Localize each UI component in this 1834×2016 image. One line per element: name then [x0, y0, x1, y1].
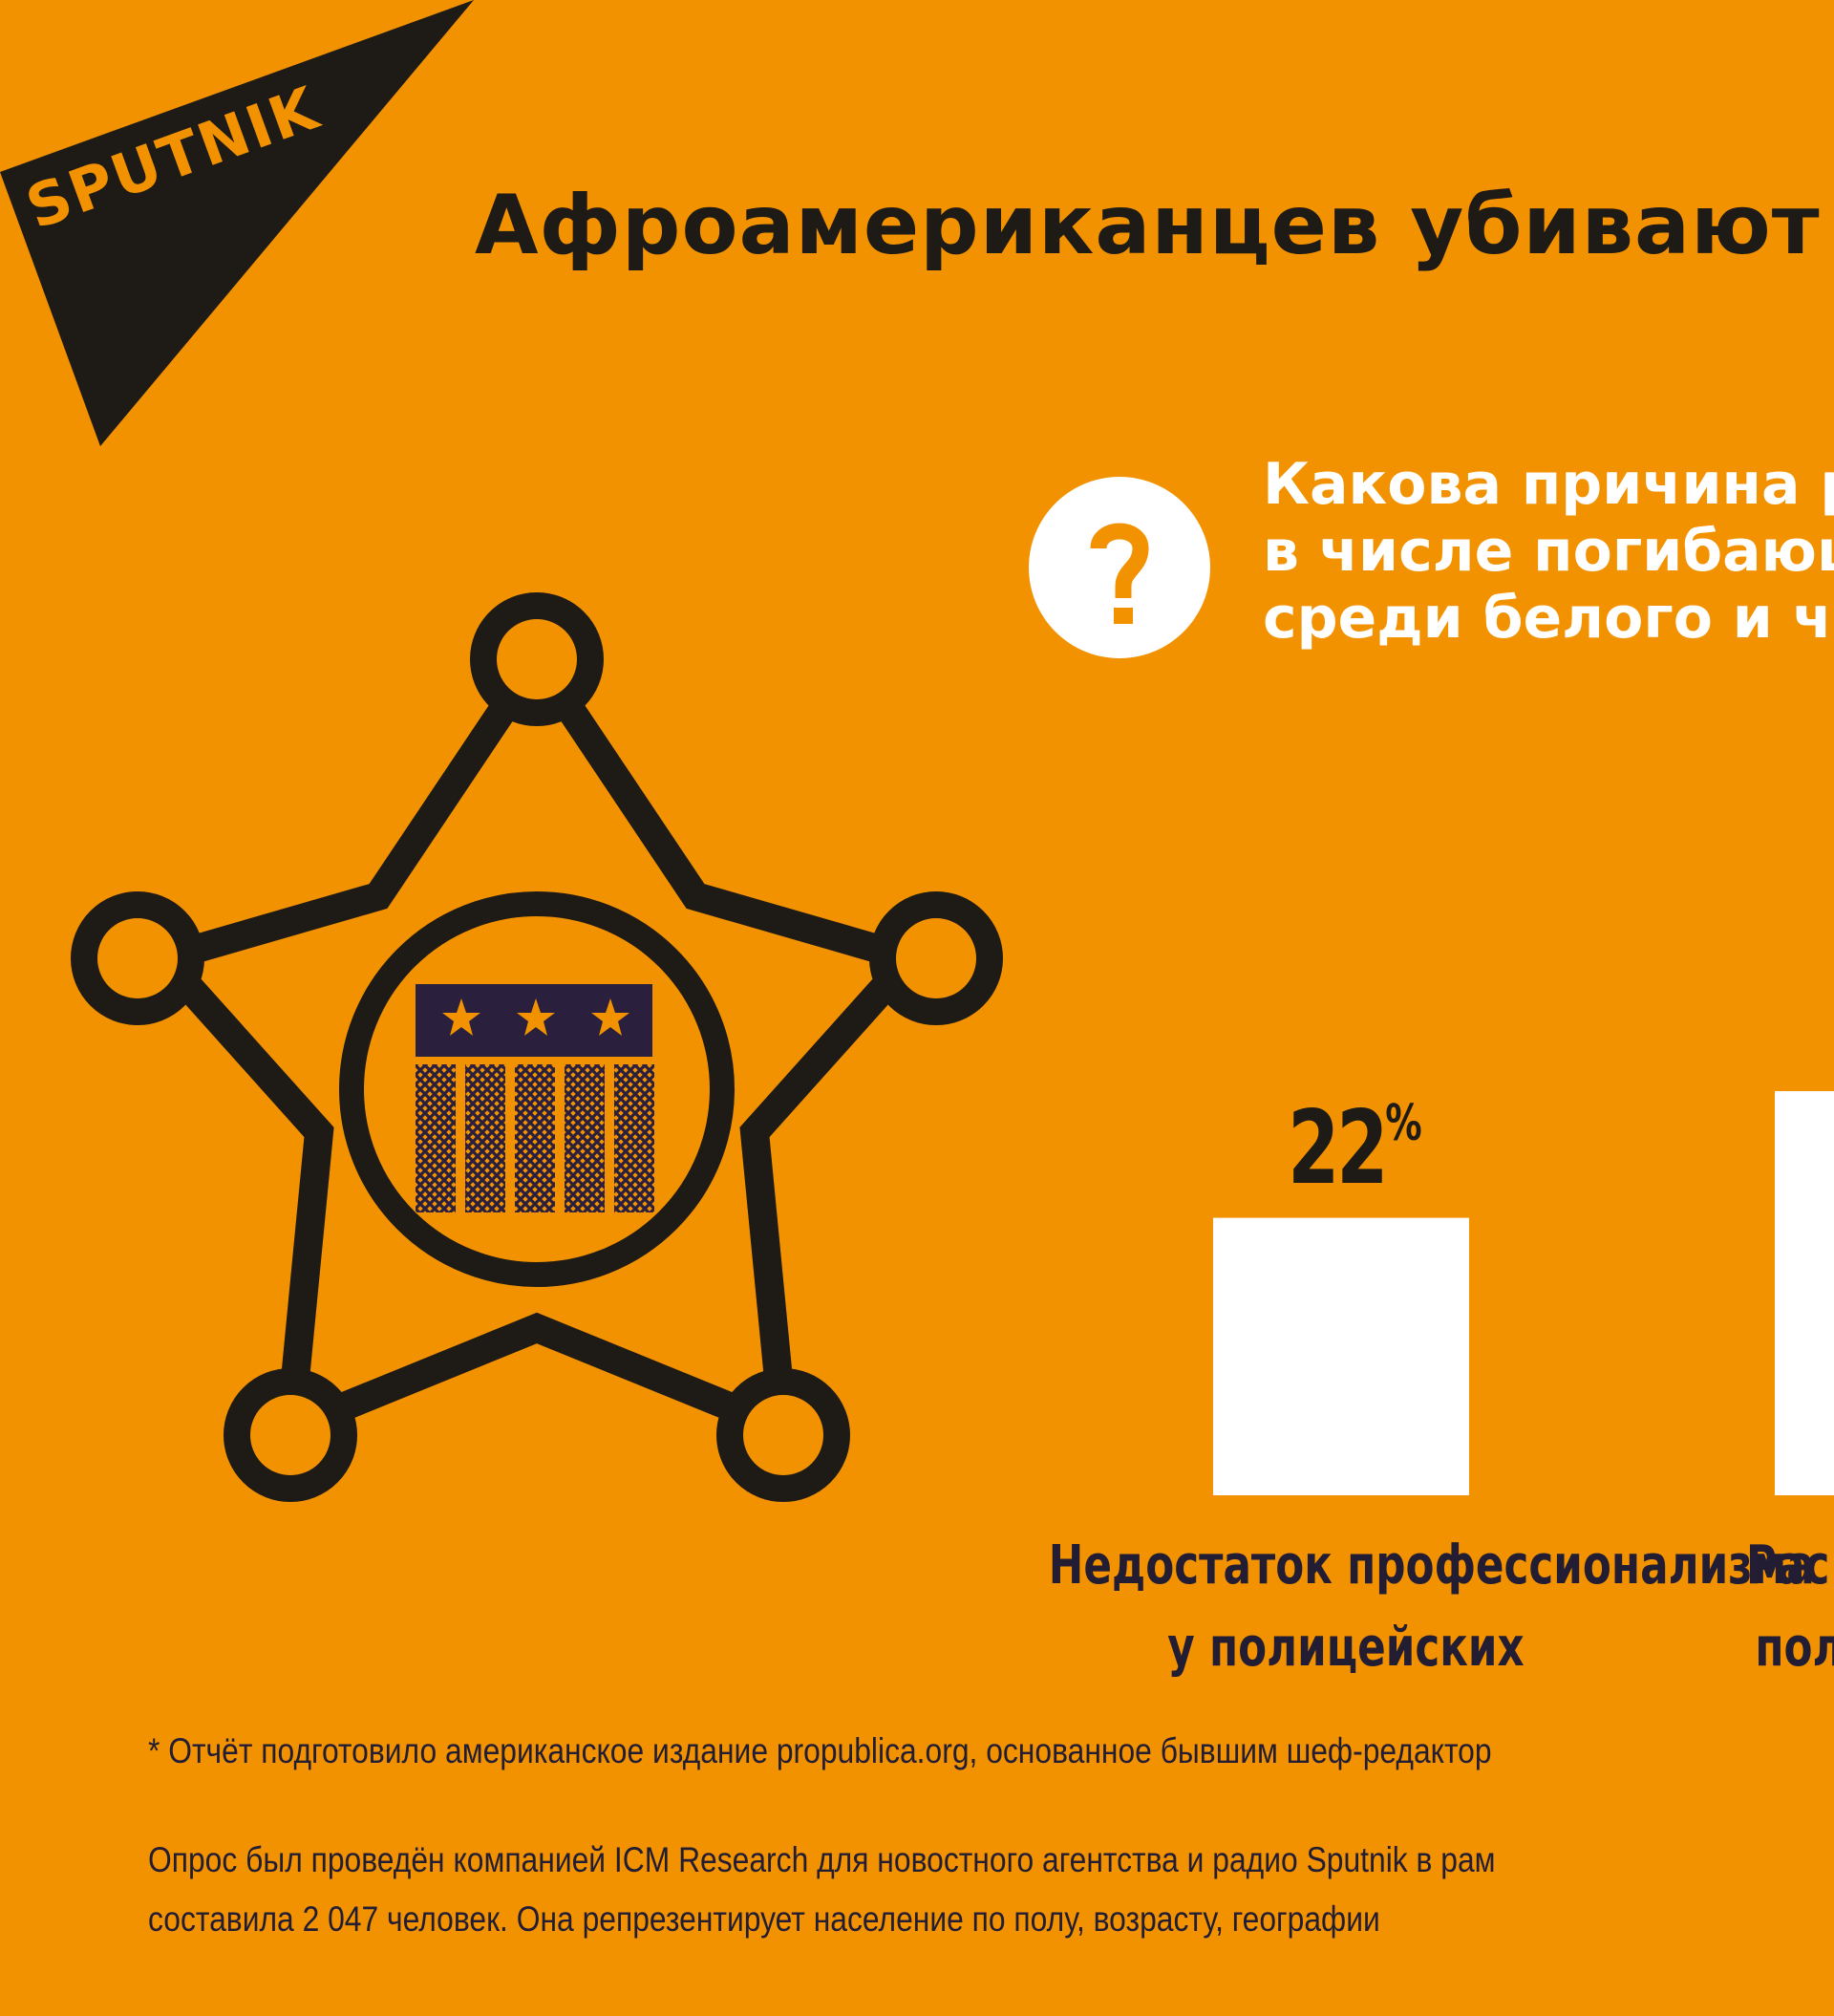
question-line-3: среди белого и че	[1263, 585, 1834, 652]
category-label-2-line-2: пол	[1755, 1617, 1834, 1679]
page-title: Афроамериканцев убивают	[475, 178, 1821, 273]
survey-question: Какова причина р в числе погибающ среди …	[1263, 451, 1834, 652]
bar-1	[1213, 1217, 1469, 1495]
sputnik-logo: SPUTNIK	[0, 0, 474, 446]
question-line-2: в числе погибающ	[1263, 518, 1834, 585]
footnote-methodology: Опрос был проведён компанией ICM Researc…	[148, 1831, 1496, 1949]
bar-1-value: 22	[1288, 1089, 1389, 1207]
category-label-1-line-1: Недостаток профессионализма	[1048, 1534, 1815, 1597]
sheriff-star-badge-icon	[71, 592, 1003, 1502]
footnote-methodology-line-1: Опрос был проведён компанией ICM Researc…	[148, 1840, 1496, 1879]
category-label-2-line-1: Рас	[1746, 1534, 1830, 1597]
percent-unit: %	[1385, 1095, 1422, 1152]
category-label-2: Рас пол	[1746, 1525, 1834, 1689]
footnote-methodology-line-2: составила 2 047 человек. Она репрезентир…	[148, 1899, 1380, 1939]
bar-2	[1775, 1091, 1834, 1495]
category-label-1-line-2: у полицейских	[1167, 1617, 1525, 1679]
footnote-source: * Отчёт подготовило американское издание…	[148, 1731, 1492, 1770]
data-label-bar-1: 22%	[1288, 1089, 1422, 1207]
category-label-1: Недостаток профессионализма у полицейски…	[1048, 1525, 1815, 1689]
question-mark-icon	[1029, 477, 1210, 658]
question-line-1: Какова причина р	[1263, 451, 1834, 518]
